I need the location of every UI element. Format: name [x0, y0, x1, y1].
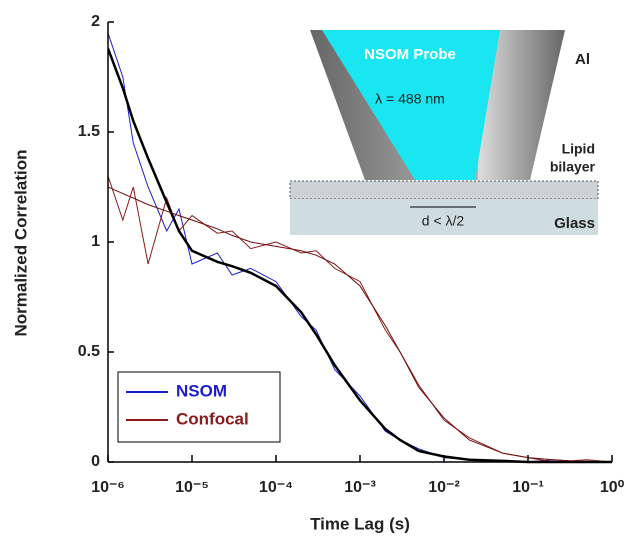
inset-diagram: NSOM Probe λ = 488 nm Al Lipid bilayer d… [289, 28, 599, 235]
inset-label: d < λ/2 [422, 213, 465, 229]
x-tick-label: 10⁻² [428, 479, 460, 496]
y-tick-label: 0.5 [78, 343, 100, 360]
glass [290, 199, 598, 235]
y-tick-label: 2 [91, 13, 100, 30]
lipid-bilayer [289, 180, 599, 200]
x-tick-label: 10⁰ [600, 479, 625, 496]
legend-label: Confocal [176, 409, 249, 428]
x-tick-label: 10⁻¹ [512, 479, 544, 496]
series-line [108, 186, 612, 463]
probe-core [322, 30, 500, 180]
x-tick-label: 10⁻⁶ [91, 479, 125, 496]
inset-label: NSOM Probe [364, 46, 456, 63]
x-tick-label: 10⁻⁴ [259, 479, 293, 496]
probe-metal [478, 30, 565, 180]
legend-box [117, 371, 281, 443]
y-axis-label: Normalized Correlation [11, 149, 30, 336]
x-tick-label: 10⁻³ [344, 479, 376, 496]
inset-label: λ = 488 nm [375, 91, 445, 107]
legend-label: NSOM [176, 381, 227, 400]
inset-label: Al [575, 51, 590, 68]
x-axis-label: Time Lag (s) [310, 514, 410, 533]
inset-label: Glass [554, 215, 595, 232]
series-line [108, 47, 612, 464]
inset-label: Lipid [562, 141, 595, 157]
x-tick-label: 10⁻⁵ [175, 479, 209, 496]
inset-label: bilayer [550, 159, 596, 175]
y-tick-label: 0 [91, 453, 100, 470]
y-tick-label: 1.5 [78, 123, 100, 140]
y-tick-label: 1 [91, 233, 100, 250]
